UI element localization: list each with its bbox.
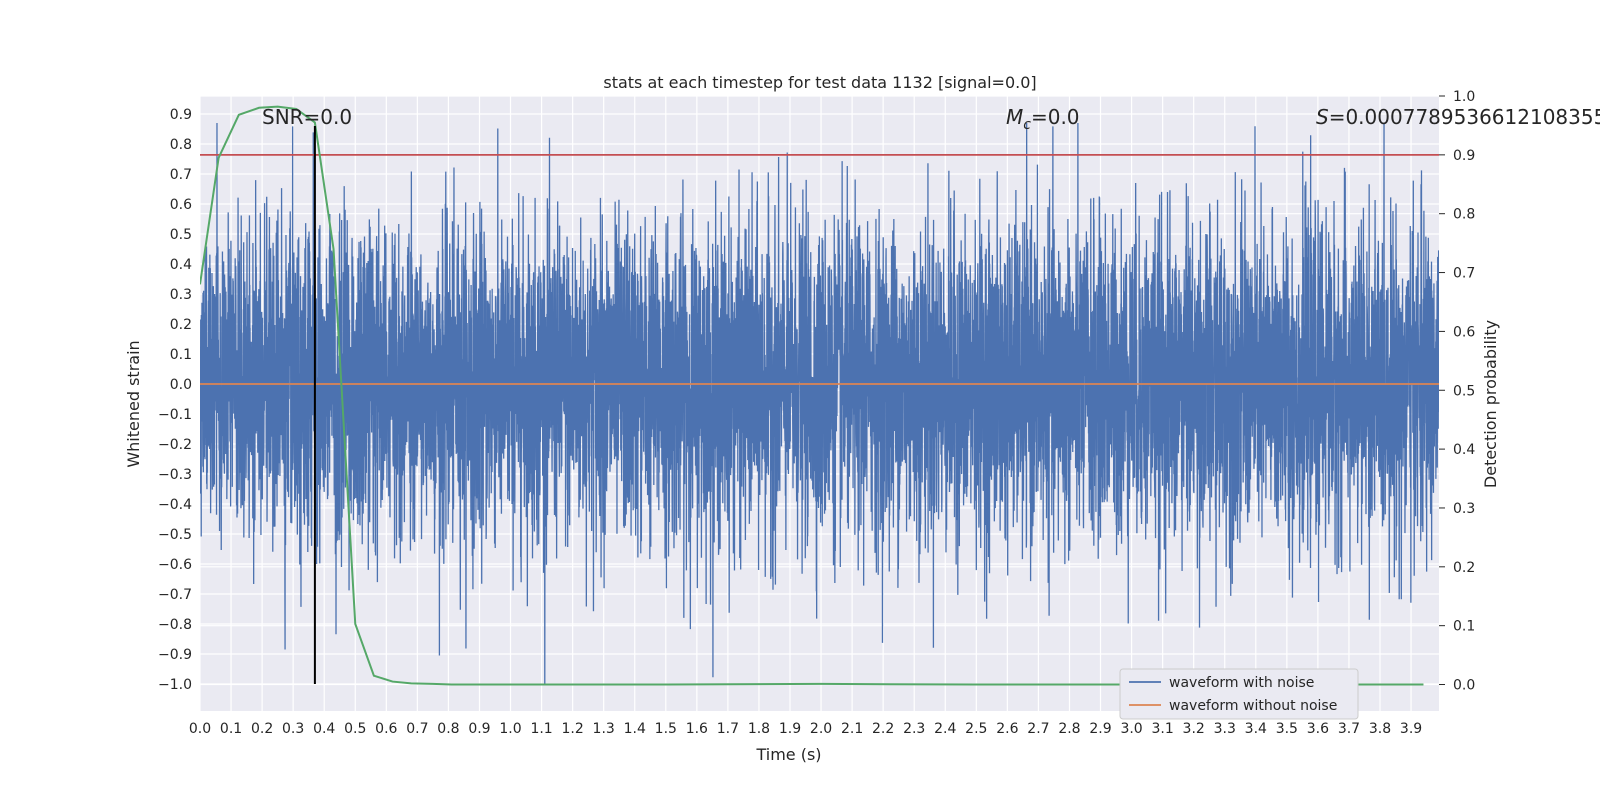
y-tick-label: −0.3: [158, 467, 192, 483]
x-tick-label: 3.3: [1214, 721, 1236, 737]
y-tick-label: 0.7: [170, 167, 192, 183]
y2-tick-label: 0.1: [1453, 619, 1475, 635]
x-tick-label: 1.5: [655, 721, 677, 737]
y-tick-label: −0.9: [158, 647, 192, 663]
legend-label-noise: waveform with noise: [1169, 675, 1314, 691]
y-tick-label: −0.7: [158, 587, 192, 603]
y-tick-label: 0.3: [170, 287, 192, 303]
y-tick-label: 0.5: [170, 227, 192, 243]
y-tick-label: −1.0: [158, 677, 192, 693]
y-tick-label: −0.4: [158, 497, 192, 513]
x-tick-label: 0.8: [437, 721, 459, 737]
y-axis-ticks: 0.9 0.8 0.7 0.6 0.5 0.4 0.3 0.2 0.1 0.0 −0.1 −0.2 −0…: [158, 107, 192, 693]
mc-value: =0.0: [1031, 105, 1080, 129]
y2-tick-label: 0.7: [1453, 266, 1475, 282]
snr-annotation: SNR=0.0: [262, 105, 352, 129]
y-tick-label: 0.6: [170, 197, 192, 213]
y2-tick-label: 0.8: [1453, 207, 1475, 223]
y2-tick-label: 0.3: [1453, 501, 1475, 517]
y2-axis-label: Detection probability: [1481, 320, 1500, 488]
series-detection-probability: [200, 105, 1424, 686]
x-tick-label: 0.7: [406, 721, 428, 737]
x-tick-label: 2.7: [1027, 721, 1049, 737]
y-tick-label: −0.1: [158, 407, 192, 423]
x-tick-label: 2.1: [841, 721, 863, 737]
y2-tick-label: 1.0: [1453, 89, 1475, 105]
y2-tick-label: 0.2: [1453, 560, 1475, 576]
x-tick-label: 2.9: [1089, 721, 1111, 737]
y-tick-label: 0.4: [170, 257, 192, 273]
y-tick-label: 0.8: [170, 137, 192, 153]
y-tick-label: 0.1: [170, 347, 192, 363]
s-value: =0.0007789536612108355: [1329, 105, 1600, 129]
series-waveform-with-noise: [200, 122, 1439, 685]
x-tick-label: 3.1: [1151, 721, 1173, 737]
x-tick-label: 0.0: [189, 721, 211, 737]
s-annotation: S=0.0007789536612108355: [1316, 105, 1600, 129]
y2-tick-label: 0.4: [1453, 442, 1475, 458]
x-tick-label: 2.2: [872, 721, 894, 737]
x-tick-label: 1.4: [624, 721, 646, 737]
x-tick-label: 1.0: [499, 721, 521, 737]
x-tick-label: 2.0: [810, 721, 832, 737]
mc-subscript: c: [1023, 117, 1031, 133]
x-tick-label: 1.8: [748, 721, 770, 737]
y2-tick-label: 0.6: [1453, 324, 1475, 340]
x-tick-label: 3.0: [1120, 721, 1142, 737]
x-tick-label: 0.9: [468, 721, 490, 737]
x-tick-label: 0.6: [375, 721, 397, 737]
y-tick-label: 0.9: [170, 107, 192, 123]
y-tick-label: −0.6: [158, 557, 192, 573]
y-tick-label: −0.2: [158, 437, 192, 453]
y2-tick-label: 0.9: [1453, 148, 1475, 164]
legend-label-clean: waveform without noise: [1169, 698, 1337, 714]
x-tick-label: 1.3: [593, 721, 615, 737]
x-tick-label: 3.5: [1276, 721, 1298, 737]
x-tick-label: 2.3: [903, 721, 925, 737]
chart-title: stats at each timestep for test data 113…: [603, 73, 1036, 92]
x-tick-label: 3.9: [1400, 721, 1422, 737]
x-tick-label: 2.8: [1058, 721, 1080, 737]
x-tick-label: 2.4: [934, 721, 956, 737]
x-tick-label: 3.8: [1369, 721, 1391, 737]
y2-tick-label: 0.5: [1453, 383, 1475, 399]
x-tick-label: 1.6: [686, 721, 708, 737]
x-tick-label: 0.1: [220, 721, 242, 737]
x-tick-label: 1.7: [717, 721, 739, 737]
y-tick-label: 0.2: [170, 317, 192, 333]
x-axis-label: Time (s): [755, 745, 821, 764]
mc-annotation: Mc=0.0: [1006, 105, 1080, 133]
x-tick-label: 2.5: [965, 721, 987, 737]
y-axis-label: Whitened strain: [124, 340, 143, 467]
x-tick-label: 1.2: [561, 721, 583, 737]
y2-axis-ticks: 0.0 0.1 0.2 0.3 0.4 0.5 0.6 0.7 0.8 0.9 1.0: [1439, 89, 1475, 694]
x-tick-label: 3.2: [1183, 721, 1205, 737]
x-tick-label: 1.1: [530, 721, 552, 737]
x-tick-label: 0.2: [251, 721, 273, 737]
x-axis-ticks: 0.0 0.1 0.2 0.3 0.4 0.5 0.6 0.7 0.8 0.9 1.0 1.1 1.2 1…: [189, 721, 1422, 737]
legend-box: [1119, 668, 1359, 720]
x-tick-label: 1.9: [779, 721, 801, 737]
x-tick-label: 3.7: [1338, 721, 1360, 737]
s-symbol: S: [1316, 105, 1329, 129]
x-tick-label: 3.6: [1307, 721, 1329, 737]
mc-symbol: M: [1006, 105, 1023, 129]
y-tick-label: 0.0: [170, 377, 192, 393]
x-tick-label: 0.3: [282, 721, 304, 737]
y2-tick-label: 0.0: [1453, 678, 1475, 694]
x-tick-label: 2.6: [996, 721, 1018, 737]
legend: waveform with noise waveform without noi…: [1119, 668, 1359, 720]
x-tick-label: 0.5: [344, 721, 366, 737]
x-tick-label: 0.4: [313, 721, 335, 737]
y-tick-label: −0.5: [158, 527, 192, 543]
y-tick-label: −0.8: [158, 617, 192, 633]
x-tick-label: 3.4: [1245, 721, 1267, 737]
